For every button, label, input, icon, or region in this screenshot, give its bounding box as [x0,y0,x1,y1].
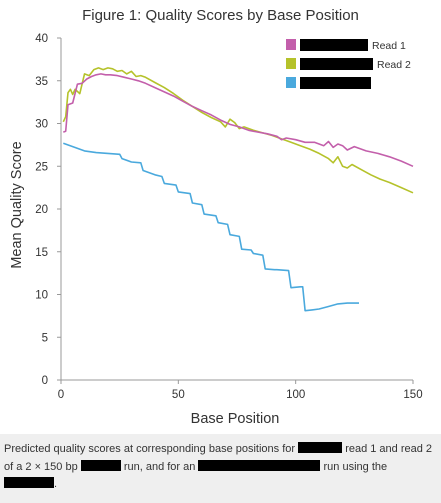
chart: Figure 1: Quality Scores by Base Positio… [9,7,423,427]
x-tick-label: 100 [286,389,305,401]
figure-caption: Predicted quality scores at correspondin… [4,441,440,494]
redaction-bar [300,77,371,89]
series-line [62,67,414,194]
x-tick-label: 0 [58,389,64,401]
caption-text-4: run using the [323,460,388,473]
x-tick-label: 150 [403,389,422,401]
redaction-bar [298,442,343,453]
legend-swatch [286,77,296,88]
x-tick-label: 50 [172,389,185,401]
series-layer [62,67,414,312]
caption-text-2: read 1 and read 2 of a 2 × 150 bp [4,443,433,473]
redaction-bar [4,477,54,488]
legend-swatch [286,58,296,69]
redaction-bar [198,459,321,471]
axes: 0 5 10 15 20 25 30 35 40 0 50 100 150 [35,33,422,401]
y-tick-label: 10 [35,290,48,302]
chart-title: Figure 1: Quality Scores by Base Positio… [82,7,359,24]
legend: Read 1 Read 2 [286,39,411,89]
y-tick-label: 30 [35,119,48,131]
series-line [63,73,414,168]
caption-text-5: . [54,478,58,490]
y-axis-label: Mean Quality Score [9,141,25,268]
y-tick-label: 15 [35,247,48,259]
y-tick-label: 35 [35,76,48,88]
redaction-bar [300,39,368,51]
redaction-bar [80,459,121,471]
y-tick-label: 0 [42,375,48,387]
y-tick-label: 5 [42,332,48,344]
series-line [63,142,359,312]
redaction-bar [300,58,373,70]
legend-label: Read 2 [377,59,411,71]
caption-text-1: Predicted quality scores at correspondin… [4,443,296,455]
legend-swatch [286,39,296,50]
y-tick-label: 20 [35,204,48,216]
x-axis-label: Base Position [191,411,280,427]
legend-label: Read 1 [372,40,406,52]
caption-text-3: run, and for an [123,460,196,473]
y-tick-label: 40 [35,33,48,45]
y-tick-label: 25 [35,161,48,173]
